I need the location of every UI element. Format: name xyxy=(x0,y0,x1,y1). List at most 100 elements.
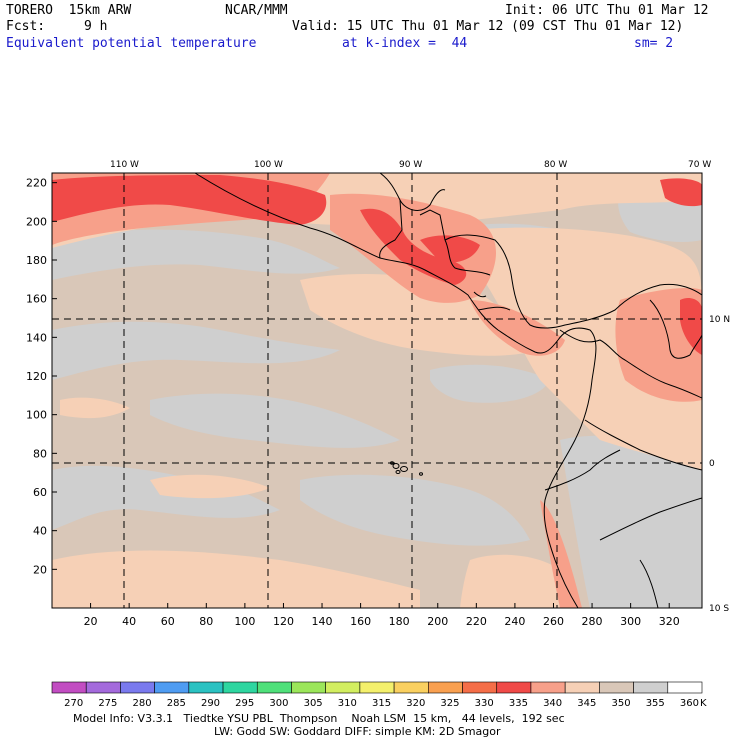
x-tick-label: 240 xyxy=(504,615,525,628)
colorbar-swatch xyxy=(393,681,429,694)
colorbar-label: 345 xyxy=(577,698,596,709)
x-tick-label: 180 xyxy=(389,615,410,628)
red-region xyxy=(420,235,480,263)
colorbar-label: 275 xyxy=(98,698,117,709)
galapagos-island xyxy=(395,470,401,474)
map-field xyxy=(52,173,702,608)
colorbar-swatch xyxy=(599,681,634,694)
map-frame xyxy=(51,172,703,609)
red-region xyxy=(52,175,327,225)
colorbar-label: 280 xyxy=(133,698,152,709)
right-axis-labels: 10 N 0 10 S xyxy=(709,315,730,614)
colorbar-label: 315 xyxy=(372,698,391,709)
x-tick-label: 120 xyxy=(273,615,294,628)
level-label: at k-index = 44 xyxy=(342,36,468,51)
colorbar-swatch xyxy=(188,681,224,694)
colorbar-label: 335 xyxy=(509,698,528,709)
lat-label: 10 S xyxy=(709,604,729,614)
country-border xyxy=(419,209,446,241)
lat-label: 10 N xyxy=(709,315,730,325)
peach-region xyxy=(150,474,270,499)
x-tick-label: 140 xyxy=(312,615,333,628)
model-info-line2: LW: Godd SW: Goddard DIFF: simple KM: 2D… xyxy=(214,725,501,738)
lon-label: 80 W xyxy=(544,160,567,170)
caribbean-coast xyxy=(444,234,702,329)
colorbar-label: 295 xyxy=(235,698,254,709)
red-region xyxy=(660,178,702,207)
colorbar-swatch xyxy=(530,681,566,694)
colorbar-label: 360 xyxy=(680,698,699,709)
country-border xyxy=(584,419,702,471)
colorbar-label: 325 xyxy=(440,698,459,709)
x-tick-label: 200 xyxy=(427,615,448,628)
colorbar-swatch xyxy=(222,681,258,694)
colorbar: 270 275 280 285 290 295 300 305 310 315 320 325 330 3… xyxy=(51,681,707,709)
maracaibo-coast xyxy=(649,299,691,359)
x-tick-label: 100 xyxy=(234,615,255,628)
colorbar-label: 355 xyxy=(646,698,665,709)
grey-patch xyxy=(150,393,400,448)
galapagos-island xyxy=(419,472,423,476)
x-tick-label: 80 xyxy=(199,615,213,628)
y-tick-label: 20 xyxy=(33,563,47,576)
colorbar-label: 310 xyxy=(338,698,357,709)
colorbar-label: 300 xyxy=(269,698,288,709)
colorbar-label: 305 xyxy=(304,698,323,709)
y-tick-label: 100 xyxy=(26,409,47,422)
peach-region xyxy=(470,227,702,470)
colorbar-swatch xyxy=(291,681,326,694)
y-tick-label: 200 xyxy=(26,215,47,228)
yucatan-coast xyxy=(379,173,446,211)
lat-lon-grid xyxy=(52,173,702,608)
grey-patch xyxy=(300,474,530,546)
colorbar-swatch xyxy=(667,681,703,694)
red-region xyxy=(360,208,467,285)
x-tick-label: 60 xyxy=(161,615,175,628)
peach-region xyxy=(52,550,420,608)
red-region xyxy=(680,298,702,355)
colorbar-swatch xyxy=(359,681,395,694)
peach-region xyxy=(60,397,130,419)
country-border xyxy=(559,329,702,399)
x-tick-label: 260 xyxy=(543,615,564,628)
x-tick-label: 220 xyxy=(466,615,487,628)
model-info-line1: Model Info: V3.3.1 Tiedtke YSU PBL Thomp… xyxy=(73,712,565,725)
peach-region xyxy=(460,554,580,608)
country-border xyxy=(444,239,491,276)
y-tick-label: 220 xyxy=(26,177,47,190)
field-name: Equivalent potential temperature xyxy=(6,36,257,51)
lon-label: 100 W xyxy=(254,160,283,170)
x-tick-label: 280 xyxy=(582,615,603,628)
y-tick-label: 60 xyxy=(33,486,47,499)
colorbar-label: 330 xyxy=(475,698,494,709)
colorbar-swatch xyxy=(496,681,532,694)
forecast-value: 9 h xyxy=(84,19,108,34)
salmon-region xyxy=(470,300,565,356)
colorbar-swatch xyxy=(256,681,292,694)
center-label: NCAR/MMM xyxy=(225,3,288,18)
lon-label: 70 W xyxy=(688,160,711,170)
country-border xyxy=(599,497,702,541)
left-axis-ticks: 220 200 180 160 140 120 100 80 60 40 20 xyxy=(26,177,57,576)
colorbar-swatch xyxy=(51,681,87,694)
y-tick-label: 80 xyxy=(33,447,47,460)
lon-label: 110 W xyxy=(110,160,139,170)
x-tick-label: 300 xyxy=(620,615,641,628)
colorbar-label: 340 xyxy=(543,698,562,709)
lat-label: 0 xyxy=(709,459,715,469)
model-title: TORERO 15km ARW xyxy=(6,3,132,18)
y-tick-label: 120 xyxy=(26,370,47,383)
galapagos-island xyxy=(400,466,408,472)
bottom-axis-ticks: 20 40 60 80 100 120 140 160 180 200 220 240 260 280 30… xyxy=(84,603,680,628)
y-tick-label: 180 xyxy=(26,254,47,267)
lake-nicaragua xyxy=(473,291,487,298)
y-tick-label: 40 xyxy=(33,525,47,538)
colorbar-swatch xyxy=(564,681,600,694)
x-tick-label: 40 xyxy=(122,615,136,628)
country-border xyxy=(379,199,403,259)
smooth-label: sm= 2 xyxy=(634,36,674,51)
init-time: Init: 06 UTC Thu 01 Mar 12 xyxy=(505,3,709,18)
colorbar-label: 320 xyxy=(406,698,425,709)
coastline-east xyxy=(689,334,702,356)
